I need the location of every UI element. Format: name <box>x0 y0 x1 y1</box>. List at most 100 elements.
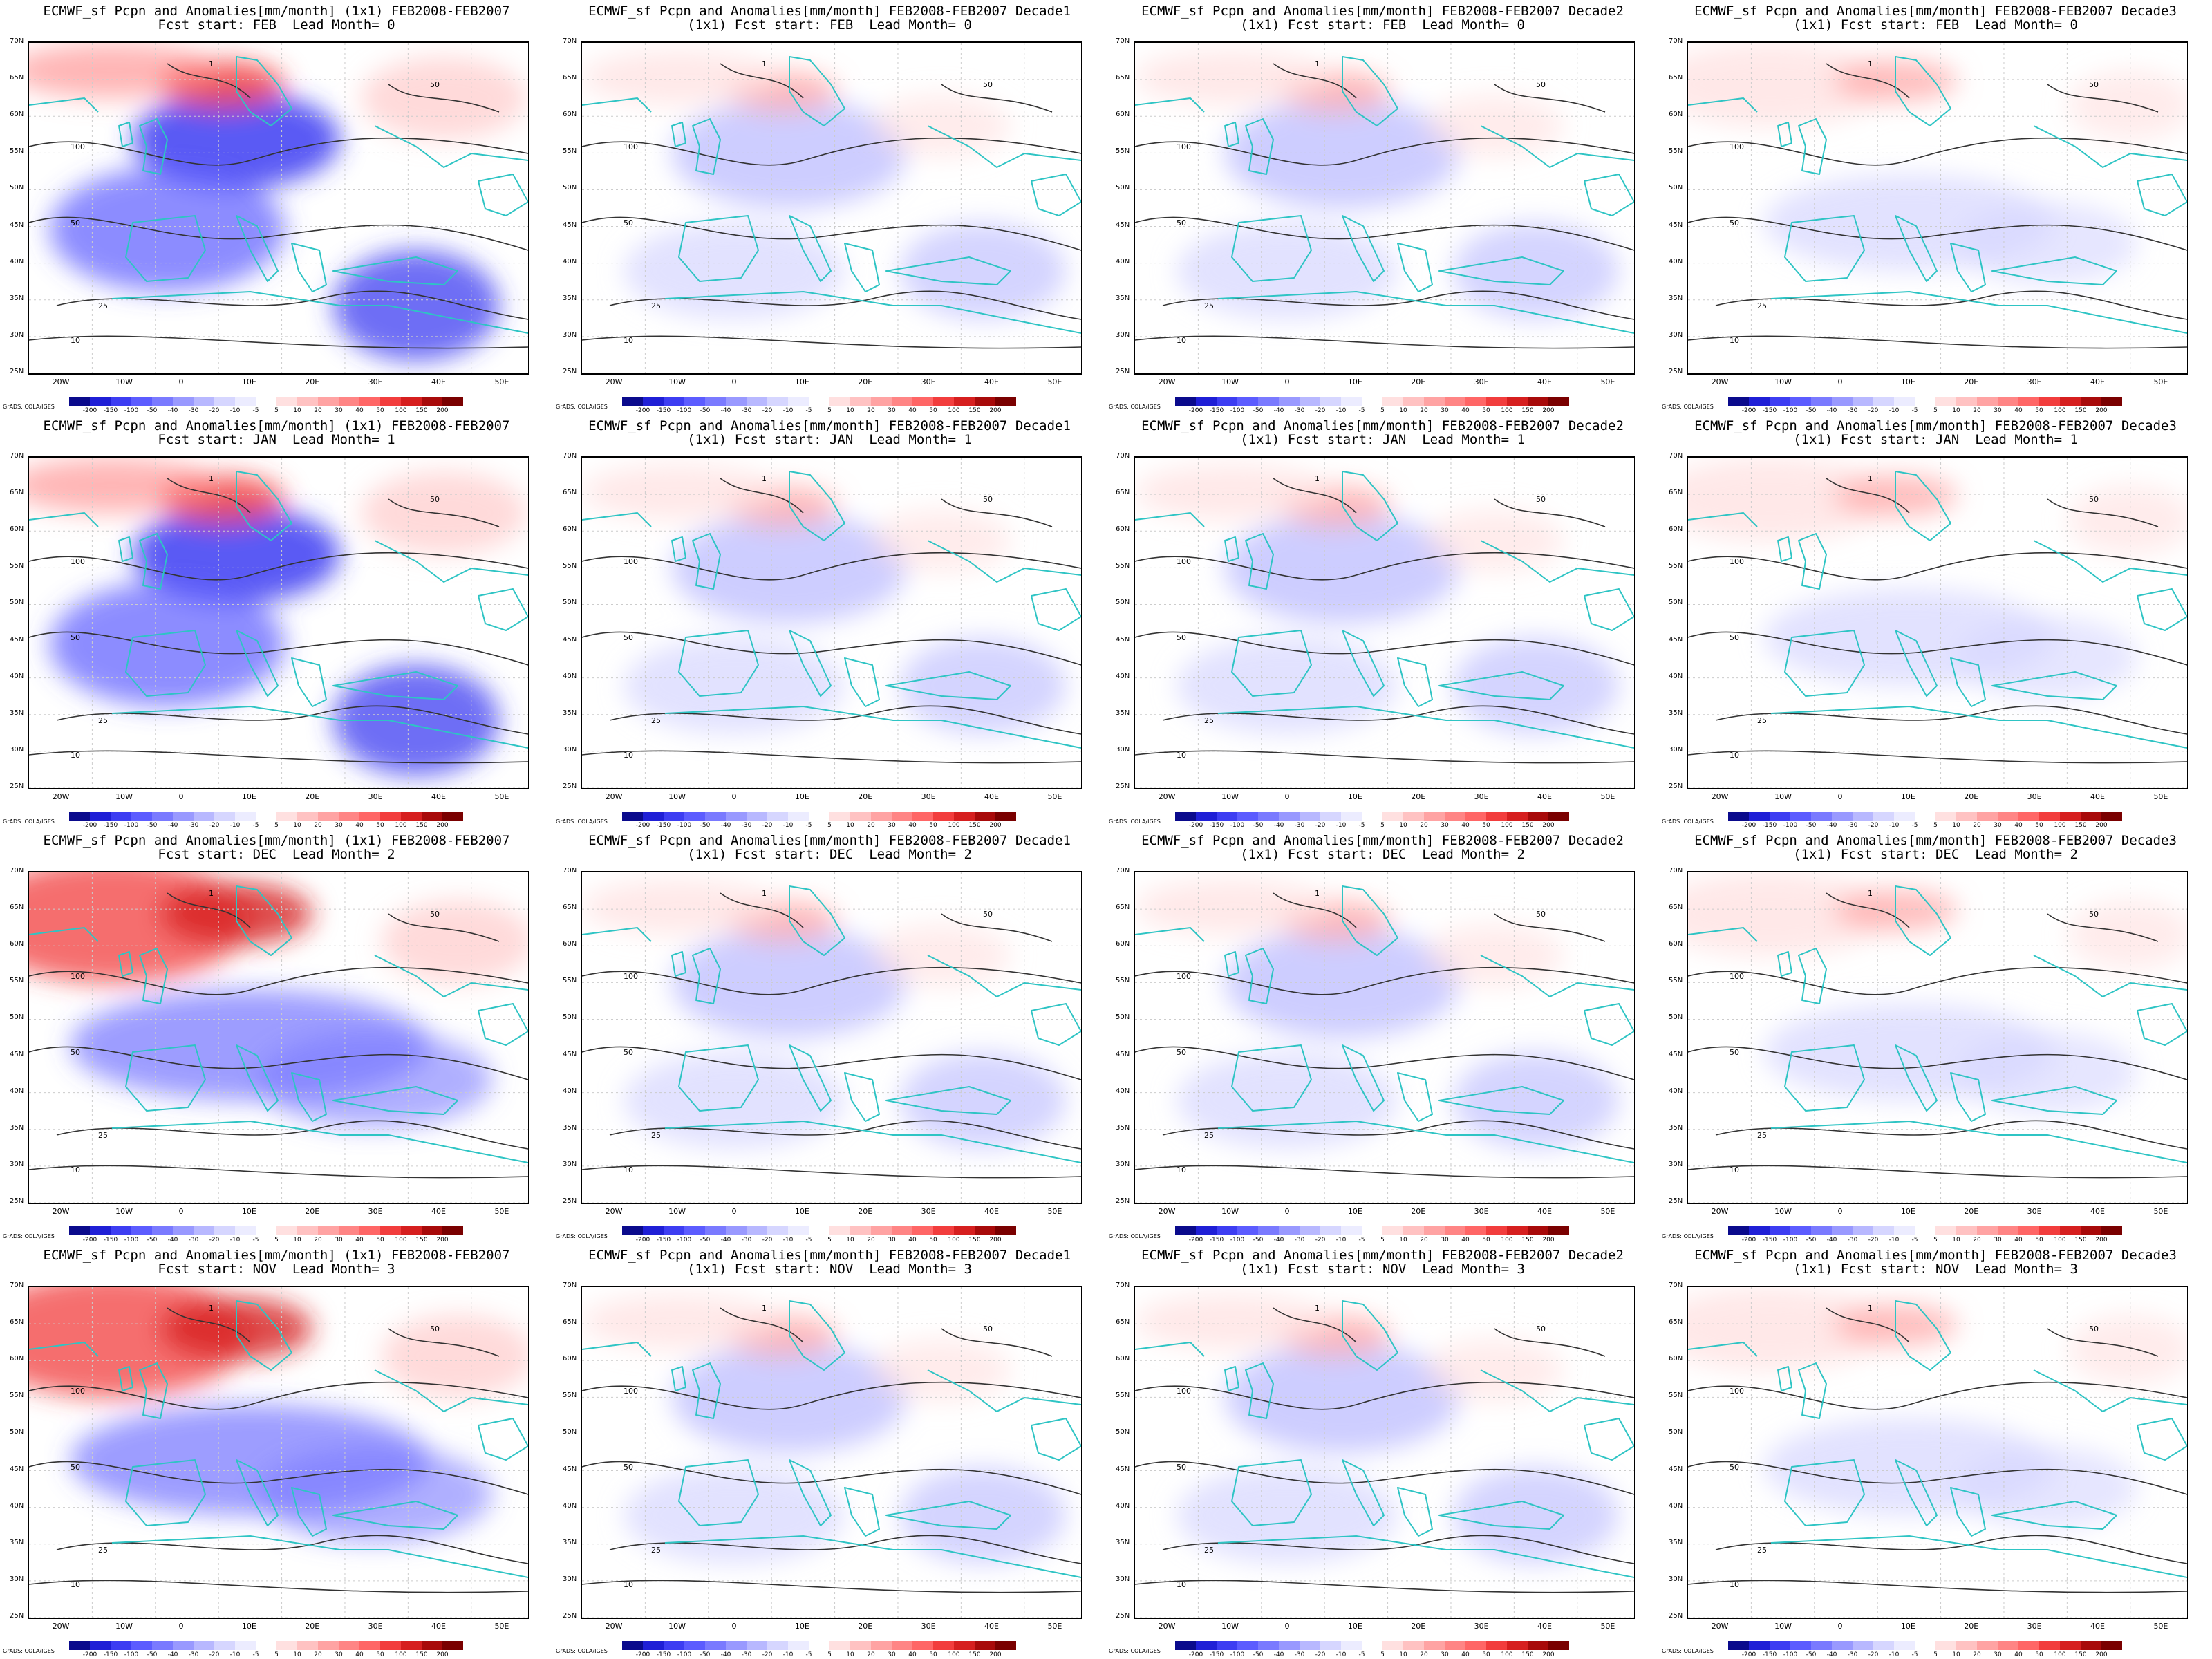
longitude-label: 50E <box>494 377 509 386</box>
contour-label: 10 <box>71 1165 80 1174</box>
panel-subtitle: (1x1) Fcst start: DEC Lead Month= 2 <box>1240 847 1525 862</box>
colorbar-tick-label: 5 <box>827 1651 832 1658</box>
coastline <box>2137 1003 2187 1046</box>
anomaly-region <box>2068 900 2187 969</box>
coastline <box>1217 291 1634 334</box>
coastline <box>1688 97 1758 113</box>
colorbar-swatch <box>1175 1641 1196 1650</box>
map-frame: 100 50 25 10 1 50 <box>581 871 1082 1204</box>
longitude-label: 30E <box>368 377 383 386</box>
precip-contour <box>1494 84 1606 113</box>
longitude-label: 10E <box>1347 792 1362 801</box>
precip-contour <box>582 552 1081 581</box>
contour-label: 25 <box>1757 1131 1767 1140</box>
coastline <box>1991 1086 2117 1115</box>
colorbar-tick-label: 50 <box>376 407 384 414</box>
colorbar-tick-label: 5 <box>1933 407 1938 414</box>
anomaly-region <box>624 1467 845 1564</box>
colorbar-tick-label: -40 <box>1826 407 1837 414</box>
coastline <box>1798 533 1827 590</box>
colorbar-tick-label: -20 <box>1868 1237 1879 1244</box>
coastline <box>692 948 721 1004</box>
coastline <box>2033 955 2187 997</box>
anomaly-region <box>1425 924 1564 986</box>
colorbar-tick-label: -50 <box>1806 1237 1817 1244</box>
precip-contour <box>167 63 251 99</box>
colorbar-swatch <box>1486 1641 1507 1650</box>
latitude-label: 50N <box>10 1428 24 1436</box>
colorbar-tick-label: -150 <box>1762 822 1777 829</box>
colorbar-swatch <box>1873 1226 1894 1235</box>
colorbar-tick-label: 150 <box>968 1237 981 1244</box>
coastline <box>1770 291 2187 334</box>
coastline <box>236 1459 279 1526</box>
latitude-label: 35N <box>563 1123 577 1132</box>
colorbar-tick-label: 20 <box>314 1237 322 1244</box>
colorbar-swatch <box>2060 1226 2081 1235</box>
colorbar-tick-label: -200 <box>1188 1237 1203 1244</box>
colorbar-tick-label: -150 <box>1209 407 1224 414</box>
latitude-label: 45N <box>10 635 24 644</box>
colorbar-tick-label: 200 <box>2095 1651 2108 1658</box>
colorbar-swatch <box>1237 1641 1258 1650</box>
precip-anomaly-map: 100 50 25 10 1 50 <box>1688 1287 2187 1618</box>
colorbar-tick-label: -200 <box>1188 822 1203 829</box>
coastline <box>1342 885 1398 956</box>
longitude-label: 40E <box>1537 1207 1552 1216</box>
contour-label: 1 <box>209 1304 214 1313</box>
precip-anomaly-map: 100 50 25 10 1 50 <box>582 458 1081 788</box>
map-frame: 100 50 25 10 1 50 <box>1687 41 2188 375</box>
colorbar-tick-label: -10 <box>1335 822 1347 829</box>
coastline <box>1217 1535 1634 1578</box>
colorbar-tick-label: 50 <box>376 1651 384 1658</box>
colorbar-tick-label: 10 <box>1399 407 1407 414</box>
latitude-label: 55N <box>1669 147 1683 156</box>
contour-label: 50 <box>1730 633 1739 642</box>
latitude-label: 55N <box>1669 562 1683 570</box>
precip-contour <box>1273 63 1357 99</box>
latitude-label: 30N <box>1116 330 1130 339</box>
map-frame: 100 50 25 10 1 50 <box>1687 1286 2188 1619</box>
coastline <box>1135 512 1205 527</box>
latitude-label: 50N <box>563 599 577 607</box>
colorbar-tick-label: 150 <box>2074 407 2087 414</box>
panel-subtitle: (1x1) Fcst start: JAN Lead Month= 1 <box>687 432 972 447</box>
colorbar-tick-label: -20 <box>209 1651 220 1658</box>
anomaly-region <box>50 582 285 706</box>
colorbar-tick-label: 50 <box>2035 822 2043 829</box>
coastline <box>1031 1418 1081 1461</box>
longitude-label: 20E <box>1411 792 1426 801</box>
coastline <box>664 706 1081 749</box>
latitude-label: 70N <box>1116 1282 1130 1289</box>
contour-label: 100 <box>1730 972 1744 981</box>
colorbar-tick-label: 10 <box>1399 1651 1407 1658</box>
contour-label: 1 <box>762 1304 767 1313</box>
panel-title: ECMWF_sf Pcpn and Anomalies[mm/month] FE… <box>1694 1248 2177 1263</box>
colorbar-swatch <box>954 1226 975 1235</box>
precip-contour <box>1688 216 2187 251</box>
colorbar-tick-label: -50 <box>1253 822 1264 829</box>
colorbar-tick-label: 40 <box>355 1651 364 1658</box>
latitude-label: 35N <box>1116 1538 1130 1546</box>
colorbar-swatch <box>276 397 297 406</box>
latitude-label: 35N <box>563 294 577 302</box>
colorbar-swatch <box>1548 812 1569 821</box>
coastline <box>664 291 1081 334</box>
precip-contour <box>1688 966 2187 995</box>
colorbar-swatch <box>1424 1226 1445 1235</box>
colorbar-tick-label: 5 <box>1933 822 1938 829</box>
anomaly-region <box>582 1294 776 1349</box>
colorbar-tick-label: 20 <box>1420 1237 1428 1244</box>
colorbar-swatch <box>2101 397 2122 406</box>
colorbar-swatch <box>339 397 359 406</box>
longitude-label: 20W <box>1158 1622 1176 1631</box>
colorbar-tick-label: -20 <box>1315 1237 1326 1244</box>
contour-label: 50 <box>983 1324 993 1333</box>
contour-label: 1 <box>1868 889 1873 898</box>
colorbar-tick-label: 30 <box>1994 1651 2002 1658</box>
precip-contour <box>720 63 804 99</box>
anomaly-region <box>624 637 845 734</box>
longitude-label: 10W <box>1774 377 1792 386</box>
colorbar-tick-label: 40 <box>1461 407 1470 414</box>
colorbar-swatch <box>726 397 747 406</box>
